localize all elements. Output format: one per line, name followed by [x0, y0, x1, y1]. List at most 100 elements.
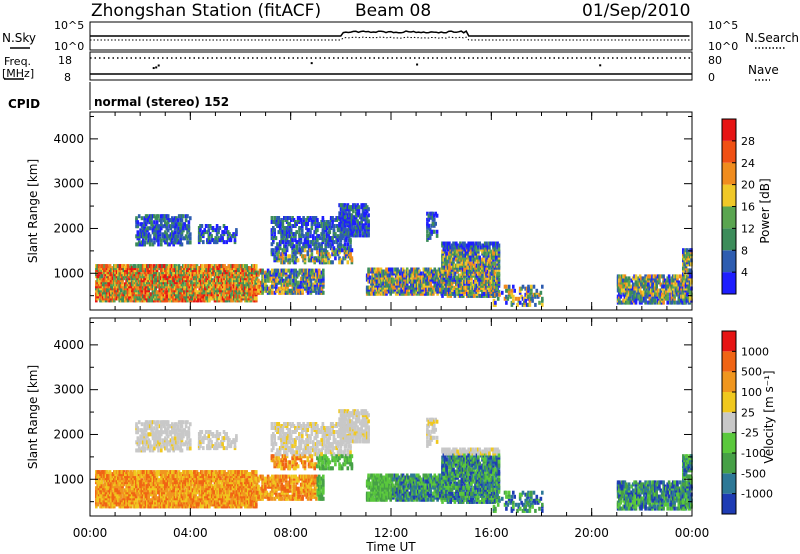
- power-cell: [190, 282, 193, 287]
- power-cell: [296, 220, 300, 224]
- power-cell: [209, 264, 213, 269]
- power-cell: [216, 270, 219, 275]
- power-cell: [173, 234, 177, 239]
- power-cell: [375, 291, 379, 296]
- power-cell: [110, 268, 113, 273]
- power-cell: [619, 284, 623, 289]
- power-cell: [302, 282, 306, 287]
- power-cell: [255, 264, 258, 269]
- power-cell: [463, 247, 466, 252]
- power-cell: [302, 276, 306, 281]
- power-cell: [144, 214, 148, 219]
- power-cell: [315, 290, 318, 295]
- power-cell: [654, 282, 657, 287]
- power-cell: [272, 228, 275, 233]
- power-cell: [101, 270, 105, 275]
- power-cell: [320, 224, 323, 228]
- power-cell: [386, 273, 390, 278]
- power-cell: [301, 288, 304, 293]
- power-cell: [114, 294, 117, 299]
- power-cell: [139, 234, 142, 239]
- power-cell: [162, 234, 166, 239]
- power-cell: [155, 238, 159, 243]
- power-cell: [388, 289, 391, 294]
- power-cell: [189, 240, 192, 245]
- power-cell: [217, 284, 221, 289]
- power-cell: [457, 263, 461, 268]
- power-cell: [512, 284, 515, 289]
- power-cell: [453, 277, 457, 282]
- power-cell: [485, 267, 488, 272]
- power-cell: [208, 282, 211, 287]
- power-cell: [331, 252, 334, 257]
- nsky-label: N.Sky: [2, 31, 36, 45]
- power-cell: [654, 298, 657, 303]
- power-cell: [226, 270, 229, 275]
- power-cell: [104, 264, 108, 269]
- power-cell: [245, 282, 248, 287]
- power-cell: [158, 292, 162, 297]
- power-cell: [202, 298, 206, 303]
- power-cell: [320, 288, 324, 293]
- power-cell: [278, 240, 282, 245]
- power-cell: [637, 290, 640, 295]
- power-cell: [221, 236, 224, 241]
- power-cell: [106, 288, 109, 293]
- power-cell: [432, 269, 435, 274]
- power-cell: [305, 240, 308, 245]
- power-cell: [335, 248, 338, 253]
- power-cell: [425, 291, 428, 296]
- power-cell: [153, 220, 156, 225]
- power-cell: [219, 270, 222, 275]
- power-cell: [290, 288, 293, 293]
- power-cell: [275, 286, 278, 291]
- power-cell: [655, 292, 658, 297]
- power-cell: [144, 228, 148, 233]
- power-cell: [367, 231, 370, 236]
- power-cell: [226, 236, 230, 241]
- power-cell: [153, 232, 156, 237]
- power-cell: [135, 272, 138, 277]
- power-cell: [292, 218, 296, 222]
- power-cell: [217, 264, 221, 269]
- power-cell: [183, 294, 186, 299]
- power-cell: [471, 287, 475, 292]
- power-cell: [618, 274, 621, 279]
- power-cell: [238, 282, 242, 287]
- power-cell: [331, 242, 334, 247]
- power-cell: [364, 229, 368, 234]
- power-cell: [488, 287, 491, 292]
- power-cell: [150, 220, 153, 225]
- power-cell: [320, 220, 323, 224]
- power-cell: [297, 288, 300, 293]
- power-cell: [507, 288, 511, 293]
- power-cell: [623, 294, 627, 299]
- power-cell: [299, 268, 303, 273]
- power-cell: [541, 302, 544, 307]
- power-cell: [352, 227, 355, 232]
- power-cell: [195, 264, 199, 269]
- power-cell: [270, 236, 274, 241]
- power-cell: [623, 298, 627, 303]
- power-cell: [302, 254, 305, 259]
- power-cell: [188, 270, 192, 275]
- power-cell: [235, 264, 239, 269]
- power-cell: [294, 268, 297, 273]
- power-cell: [662, 280, 665, 285]
- power-cell: [95, 270, 98, 275]
- power-cell: [244, 264, 247, 269]
- power-cell: [320, 242, 323, 247]
- power-cell: [298, 216, 301, 220]
- power-cell: [385, 267, 388, 272]
- power-cell: [283, 248, 286, 253]
- power-cell: [425, 287, 428, 292]
- power-cell: [426, 233, 429, 238]
- power-cell: [647, 278, 650, 283]
- power-cell: [160, 214, 163, 219]
- power-cell: [129, 282, 133, 287]
- power-cell: [135, 288, 138, 293]
- power-cell: [430, 291, 434, 296]
- power-cell: [394, 281, 398, 286]
- power-cell: [338, 211, 341, 216]
- power-cell: [421, 291, 424, 296]
